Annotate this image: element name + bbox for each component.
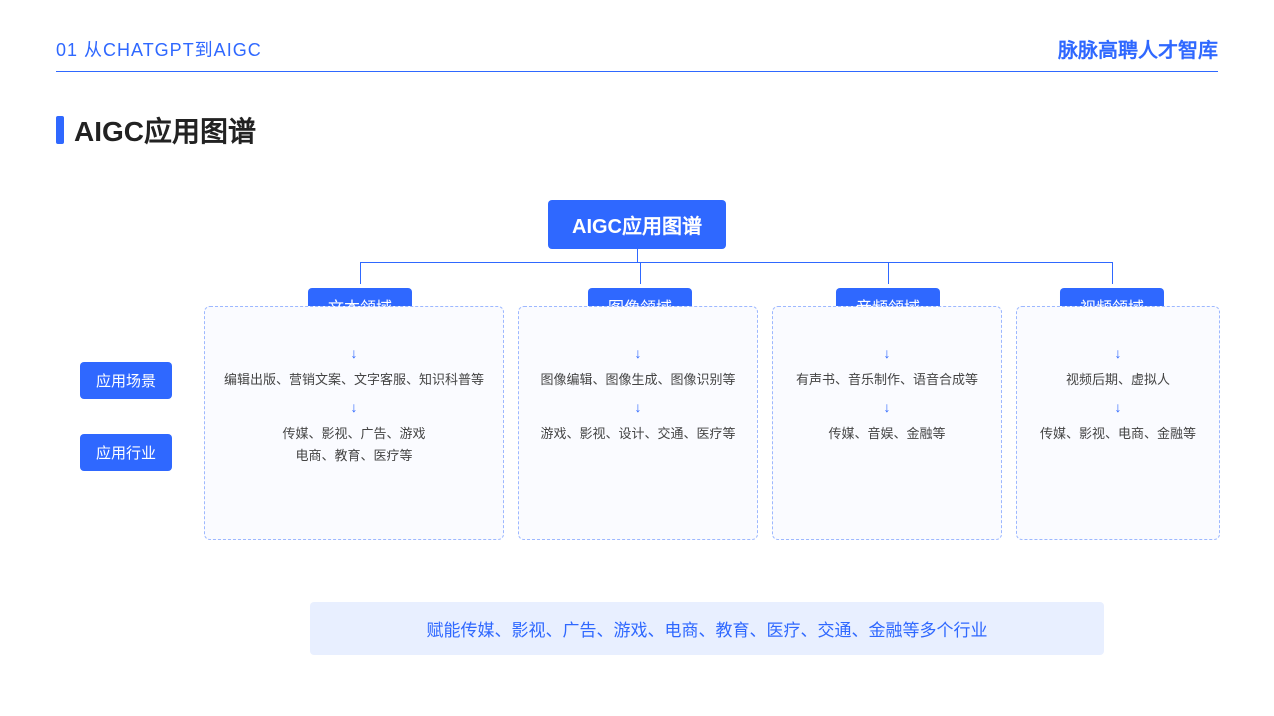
- scenario-text-3: 视频后期、虚拟人: [1066, 369, 1170, 391]
- header-section-label: 01 从CHATGPT到AIGC: [56, 36, 262, 62]
- panel-1: ↓ 图像编辑、图像生成、图像识别等 ↓ 游戏、影视、设计、交通、医疗等: [518, 306, 758, 540]
- panel-2: ↓ 有声书、音乐制作、语音合成等 ↓ 传媒、音娱、金融等: [772, 306, 1002, 540]
- arrow-down-icon: ↓: [1115, 399, 1122, 415]
- panel-0: ↓ 编辑出版、营销文案、文字客服、知识科普等 ↓ 传媒、影视、广告、游戏电商、教育、医…: [204, 306, 504, 540]
- arrow-down-icon: ↓: [635, 345, 642, 361]
- title-accent-bar: [56, 116, 64, 144]
- panel-3: ↓ 视频后期、虚拟人 ↓ 传媒、影视、电商、金融等: [1016, 306, 1220, 540]
- arrow-down-icon: ↓: [635, 399, 642, 415]
- connector: [888, 262, 889, 284]
- arrow-down-icon: ↓: [884, 345, 891, 361]
- scenario-text-1: 图像编辑、图像生成、图像识别等: [540, 369, 735, 391]
- connector: [360, 262, 361, 284]
- connector: [360, 262, 1112, 263]
- industry-text-3: 传媒、影视、电商、金融等: [1040, 423, 1196, 445]
- page-header: 01 从CHATGPT到AIGC 脉脉高聘人才智库: [56, 34, 1218, 72]
- arrow-down-icon: ↓: [1115, 345, 1122, 361]
- connector: [637, 242, 638, 262]
- scenario-text-0: 编辑出版、营销文案、文字客服、知识科普等: [224, 369, 484, 391]
- connector: [1112, 262, 1113, 284]
- page-title-wrap: AIGC应用图谱: [56, 110, 256, 150]
- arrow-down-icon: ↓: [351, 399, 358, 415]
- side-label-scenario: 应用场景: [80, 362, 172, 399]
- industry-text-2: 传媒、音娱、金融等: [828, 423, 945, 445]
- page-title: AIGC应用图谱: [74, 110, 256, 150]
- industry-text-0: 传媒、影视、广告、游戏电商、教育、医疗等: [282, 423, 425, 467]
- header-brand: 脉脉高聘人才智库: [1058, 34, 1218, 63]
- connector: [640, 262, 641, 284]
- industry-text-1: 游戏、影视、设计、交通、医疗等: [540, 423, 735, 445]
- arrow-down-icon: ↓: [351, 345, 358, 361]
- side-label-industry: 应用行业: [80, 434, 172, 471]
- scenario-text-2: 有声书、音乐制作、语音合成等: [796, 369, 978, 391]
- footer-summary: 赋能传媒、影视、广告、游戏、电商、教育、医疗、交通、金融等多个行业: [310, 602, 1104, 655]
- arrow-down-icon: ↓: [884, 399, 891, 415]
